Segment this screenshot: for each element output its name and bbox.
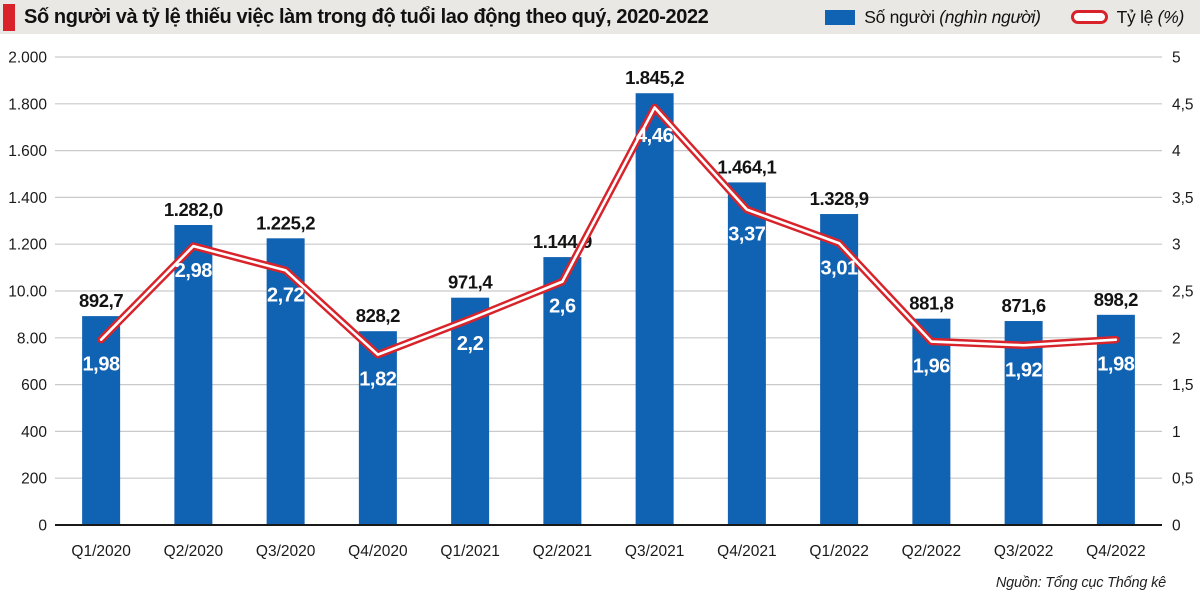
x-axis-label: Q2/2021 bbox=[533, 543, 592, 560]
chart-svg: 2.000 5 1.800 4,5 1.600 4 1.400 3,5 1.200 3 10.00 2… bbox=[8, 50, 1194, 561]
x-axis-label: Q1/2020 bbox=[71, 543, 131, 560]
rate-value-label: 1,92 bbox=[1005, 359, 1043, 381]
bar bbox=[82, 316, 121, 525]
bar bbox=[1096, 314, 1135, 525]
rate-value-label: 2,98 bbox=[175, 260, 213, 282]
right-axis-tick-label: 4 bbox=[1172, 143, 1181, 160]
left-axis-tick-label: 600 bbox=[21, 377, 47, 394]
legend: Số người (nghìn người) Tỷ lệ (%) bbox=[825, 7, 1200, 28]
bar bbox=[727, 182, 766, 525]
bar bbox=[543, 257, 582, 525]
rate-line-core bbox=[99, 106, 1118, 356]
bar-value-label: 828,2 bbox=[356, 305, 400, 326]
source-note: Nguồn: Tổng cục Thống kê bbox=[995, 575, 1166, 591]
legend-bar-unit: (nghìn người) bbox=[939, 6, 1041, 27]
legend-item-bar: Số người (nghìn người) bbox=[825, 6, 1041, 28]
left-axis-tick-label: 10.00 bbox=[8, 284, 47, 301]
left-axis-tick-label: 8.00 bbox=[17, 330, 48, 347]
bar-swatch-icon bbox=[825, 9, 856, 25]
bar-value-label: 1.282,0 bbox=[164, 199, 223, 220]
x-axis-label: Q4/2022 bbox=[1086, 543, 1145, 560]
rate-line-outer bbox=[97, 103, 1120, 359]
rate-value-label: 1,98 bbox=[82, 354, 120, 376]
bar-value-label: 892,7 bbox=[79, 290, 123, 311]
x-axis-label: Q4/2021 bbox=[717, 543, 776, 560]
right-axis-tick-label: 5 bbox=[1172, 50, 1181, 67]
right-axis-tick-label: 0,5 bbox=[1172, 471, 1194, 488]
rate-value-label: 2,6 bbox=[549, 296, 576, 318]
legend-item-line: Tỷ lệ (%) bbox=[1070, 6, 1185, 28]
bar-value-label: 1.328,9 bbox=[810, 188, 869, 209]
chart-title: Số người và tỷ lệ thiếu việc làm trong đ… bbox=[24, 5, 709, 28]
left-axis-tick-label: 200 bbox=[21, 471, 47, 488]
right-axis-tick-label: 3 bbox=[1172, 237, 1181, 254]
bar-value-label: 871,6 bbox=[1001, 295, 1045, 316]
right-axis-tick-label: 2,5 bbox=[1172, 284, 1194, 301]
x-axis-label: Q4/2020 bbox=[348, 543, 408, 560]
right-axis-tick-label: 3,5 bbox=[1172, 190, 1194, 207]
x-axis-label: Q2/2020 bbox=[164, 543, 224, 560]
bar bbox=[820, 214, 859, 525]
rate-value-label: 3,01 bbox=[820, 257, 858, 279]
x-axis-label: Q1/2022 bbox=[809, 543, 868, 560]
right-axis-tick-label: 2 bbox=[1172, 330, 1181, 347]
bar-value-label: 881,8 bbox=[909, 293, 953, 314]
bar bbox=[912, 318, 951, 525]
bar bbox=[1004, 321, 1043, 525]
rate-value-label: 1,82 bbox=[359, 369, 397, 391]
legend-line-label: Tỷ lệ bbox=[1116, 6, 1154, 27]
x-axis-label: Q3/2022 bbox=[994, 543, 1053, 560]
bar-value-label: 971,4 bbox=[448, 272, 493, 293]
bar bbox=[358, 331, 397, 525]
x-axis-label: Q1/2021 bbox=[440, 543, 499, 560]
x-axis-label: Q2/2022 bbox=[902, 543, 961, 560]
chart-area: 2.000 5 1.800 4,5 1.600 4 1.400 3,5 1.200 3 10.00 2… bbox=[0, 34, 1200, 597]
legend-bar-label: Số người bbox=[864, 6, 935, 27]
left-axis-tick-label: 0 bbox=[38, 518, 47, 535]
rate-value-label: 4,46 bbox=[636, 125, 674, 147]
left-axis-tick-label: 1.800 bbox=[8, 96, 47, 113]
right-axis-tick-label: 4,5 bbox=[1172, 96, 1194, 113]
left-axis-tick-label: 1.400 bbox=[8, 190, 47, 207]
left-axis-tick-label: 1.600 bbox=[8, 143, 47, 160]
rate-value-label: 1,96 bbox=[913, 356, 951, 378]
rate-value-label: 2,72 bbox=[267, 284, 305, 306]
title-bar: Số người và tỷ lệ thiếu việc làm trong đ… bbox=[0, 0, 1200, 34]
right-axis-tick-label: 1 bbox=[1172, 424, 1181, 441]
right-axis-tick-label: 0 bbox=[1172, 518, 1181, 535]
bar bbox=[174, 225, 213, 525]
left-axis-tick-label: 2.000 bbox=[8, 50, 47, 67]
x-axis-label: Q3/2021 bbox=[625, 543, 684, 560]
rate-value-label: 1,98 bbox=[1097, 354, 1135, 376]
legend-line-unit: (%) bbox=[1157, 6, 1185, 27]
bar bbox=[451, 297, 490, 525]
bar-value-label: 1.845,2 bbox=[625, 67, 684, 88]
title-accent-mark bbox=[3, 3, 15, 31]
left-axis-tick-label: 1.200 bbox=[8, 237, 47, 254]
bar-value-label: 1.464,1 bbox=[717, 156, 776, 177]
x-axis-label: Q3/2020 bbox=[256, 543, 316, 560]
bar bbox=[635, 93, 674, 525]
rate-value-label: 2,2 bbox=[457, 333, 484, 355]
line-swatch-icon bbox=[1070, 10, 1108, 24]
bar-value-label: 898,2 bbox=[1094, 289, 1138, 310]
right-axis-tick-label: 1,5 bbox=[1172, 377, 1194, 394]
left-axis-tick-label: 400 bbox=[21, 424, 47, 441]
bar-value-label: 1.225,2 bbox=[256, 212, 315, 233]
rate-value-label: 3,37 bbox=[728, 224, 766, 246]
